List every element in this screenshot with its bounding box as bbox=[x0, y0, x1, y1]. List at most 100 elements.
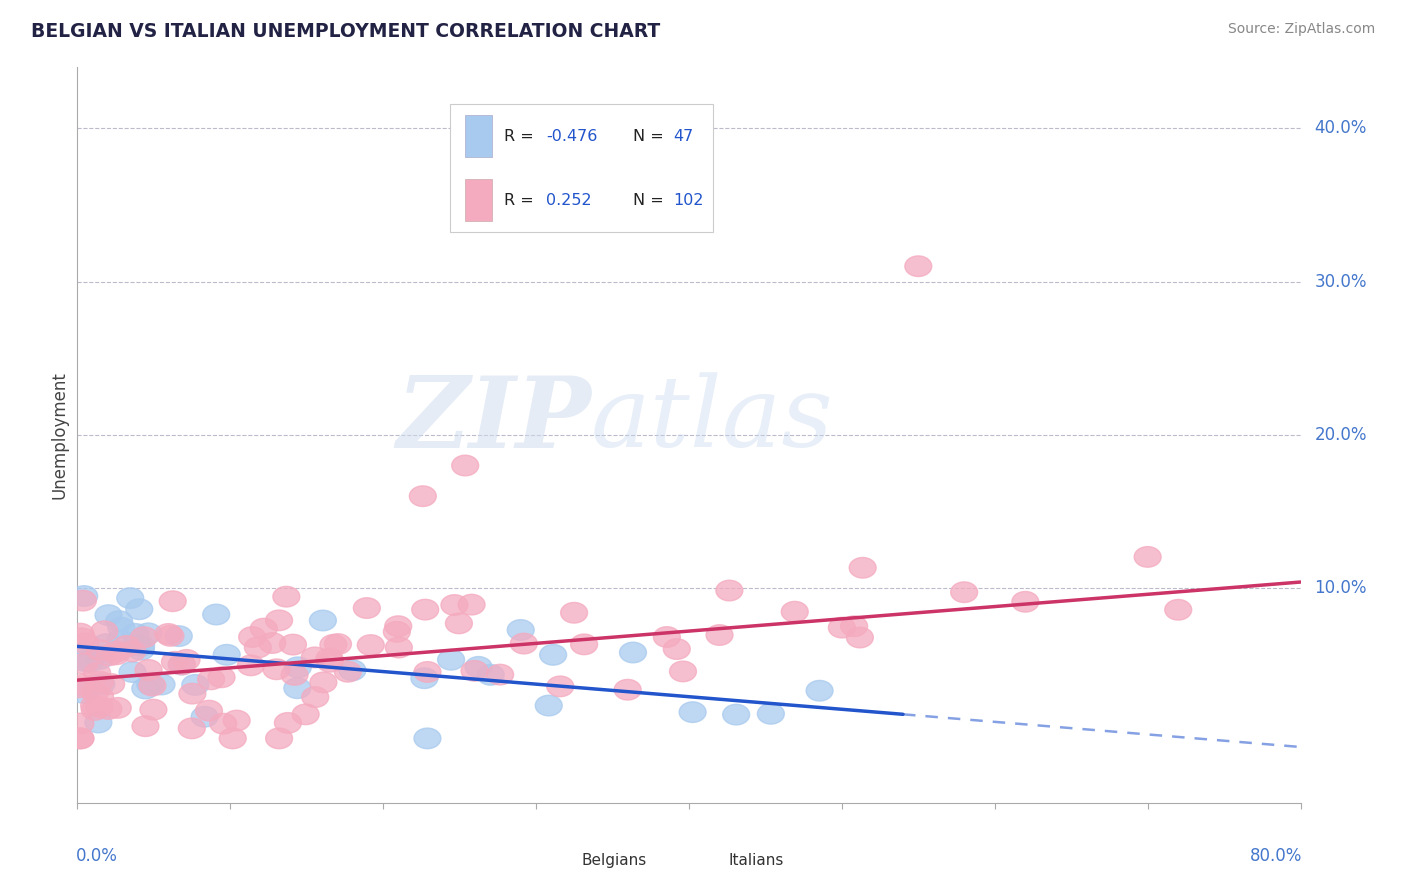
Ellipse shape bbox=[208, 667, 235, 688]
Ellipse shape bbox=[195, 700, 222, 721]
Ellipse shape bbox=[155, 624, 181, 644]
Text: Belgians: Belgians bbox=[581, 853, 647, 868]
Ellipse shape bbox=[385, 615, 412, 637]
Ellipse shape bbox=[292, 704, 319, 724]
Ellipse shape bbox=[128, 640, 155, 660]
Ellipse shape bbox=[67, 624, 94, 644]
Ellipse shape bbox=[104, 698, 131, 718]
Text: 47: 47 bbox=[673, 128, 693, 144]
Ellipse shape bbox=[181, 674, 208, 695]
Text: atlas: atlas bbox=[591, 373, 834, 467]
Ellipse shape bbox=[93, 634, 120, 655]
Ellipse shape bbox=[132, 678, 159, 698]
Ellipse shape bbox=[84, 663, 111, 683]
Ellipse shape bbox=[302, 687, 329, 707]
Ellipse shape bbox=[614, 680, 641, 700]
Ellipse shape bbox=[67, 643, 94, 664]
Ellipse shape bbox=[273, 586, 299, 607]
Ellipse shape bbox=[169, 654, 195, 674]
Ellipse shape bbox=[89, 673, 115, 695]
Ellipse shape bbox=[950, 582, 977, 602]
Ellipse shape bbox=[486, 665, 513, 685]
Ellipse shape bbox=[316, 651, 343, 672]
Ellipse shape bbox=[384, 622, 411, 642]
Ellipse shape bbox=[441, 595, 468, 615]
Ellipse shape bbox=[664, 639, 690, 659]
Ellipse shape bbox=[846, 627, 873, 648]
Ellipse shape bbox=[77, 651, 104, 672]
Ellipse shape bbox=[263, 659, 290, 680]
Ellipse shape bbox=[96, 605, 122, 625]
Ellipse shape bbox=[353, 598, 380, 618]
Ellipse shape bbox=[103, 644, 129, 665]
Ellipse shape bbox=[321, 634, 347, 655]
Ellipse shape bbox=[516, 164, 543, 185]
Ellipse shape bbox=[120, 662, 146, 682]
Ellipse shape bbox=[82, 682, 108, 703]
Ellipse shape bbox=[723, 705, 749, 725]
Ellipse shape bbox=[108, 617, 135, 638]
Ellipse shape bbox=[69, 591, 97, 611]
FancyBboxPatch shape bbox=[465, 178, 492, 221]
FancyBboxPatch shape bbox=[450, 103, 713, 233]
Ellipse shape bbox=[105, 611, 132, 632]
Ellipse shape bbox=[339, 660, 366, 681]
Ellipse shape bbox=[70, 682, 97, 703]
Ellipse shape bbox=[412, 599, 439, 620]
Ellipse shape bbox=[67, 674, 96, 695]
Text: 30.0%: 30.0% bbox=[1315, 273, 1367, 291]
Ellipse shape bbox=[214, 645, 240, 665]
Ellipse shape bbox=[191, 706, 218, 727]
Ellipse shape bbox=[202, 604, 229, 624]
Text: R =: R = bbox=[505, 128, 538, 144]
Ellipse shape bbox=[86, 697, 112, 717]
Ellipse shape bbox=[301, 647, 328, 668]
Ellipse shape bbox=[461, 661, 488, 681]
Text: Source: ZipAtlas.com: Source: ZipAtlas.com bbox=[1227, 22, 1375, 37]
Text: -0.476: -0.476 bbox=[546, 128, 598, 144]
Ellipse shape bbox=[465, 657, 492, 677]
Ellipse shape bbox=[385, 637, 412, 657]
Ellipse shape bbox=[219, 728, 246, 748]
Ellipse shape bbox=[157, 625, 184, 646]
Text: 40.0%: 40.0% bbox=[1315, 120, 1367, 137]
Text: 80.0%: 80.0% bbox=[1250, 847, 1302, 865]
Ellipse shape bbox=[806, 681, 832, 701]
Text: 0.0%: 0.0% bbox=[76, 847, 118, 865]
Ellipse shape bbox=[131, 627, 157, 648]
Ellipse shape bbox=[80, 695, 108, 715]
Ellipse shape bbox=[84, 712, 112, 733]
Ellipse shape bbox=[125, 599, 153, 620]
Ellipse shape bbox=[409, 486, 436, 507]
Ellipse shape bbox=[86, 648, 112, 670]
Ellipse shape bbox=[179, 683, 205, 704]
Ellipse shape bbox=[179, 718, 205, 739]
Ellipse shape bbox=[828, 617, 855, 638]
Text: 10.0%: 10.0% bbox=[1315, 579, 1367, 597]
Ellipse shape bbox=[905, 256, 932, 277]
Ellipse shape bbox=[281, 665, 308, 685]
Ellipse shape bbox=[357, 635, 384, 656]
Ellipse shape bbox=[87, 672, 114, 692]
Ellipse shape bbox=[437, 649, 464, 670]
Ellipse shape bbox=[458, 594, 485, 615]
Ellipse shape bbox=[849, 558, 876, 578]
Ellipse shape bbox=[239, 627, 266, 648]
Y-axis label: Unemployment: Unemployment bbox=[51, 371, 69, 499]
Ellipse shape bbox=[413, 662, 441, 682]
Ellipse shape bbox=[451, 455, 478, 475]
Ellipse shape bbox=[1164, 599, 1192, 620]
Ellipse shape bbox=[224, 710, 250, 731]
Ellipse shape bbox=[136, 674, 163, 695]
Text: N =: N = bbox=[633, 193, 668, 208]
Ellipse shape bbox=[266, 610, 292, 631]
Ellipse shape bbox=[107, 630, 134, 650]
Ellipse shape bbox=[86, 640, 114, 661]
Ellipse shape bbox=[758, 704, 785, 724]
Ellipse shape bbox=[70, 586, 97, 607]
Ellipse shape bbox=[91, 621, 118, 641]
Ellipse shape bbox=[250, 618, 277, 639]
Ellipse shape bbox=[159, 591, 186, 612]
Ellipse shape bbox=[245, 637, 271, 657]
Ellipse shape bbox=[477, 665, 505, 685]
